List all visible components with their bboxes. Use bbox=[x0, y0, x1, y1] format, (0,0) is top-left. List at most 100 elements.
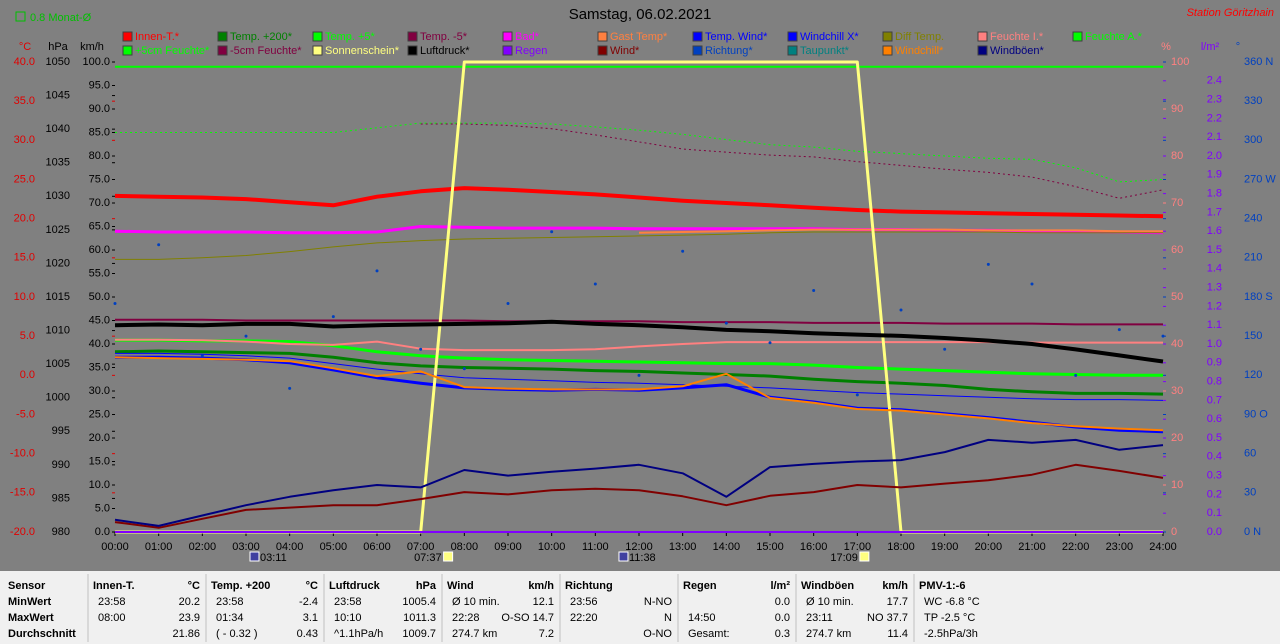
y-tick-label: 0.9 bbox=[1207, 357, 1222, 369]
y-tick-label: 35.0 bbox=[14, 95, 35, 107]
x-tick-label: 09:00 bbox=[494, 541, 522, 553]
x-tick-label: 19:00 bbox=[931, 541, 959, 553]
stats-cell: 0.0 bbox=[775, 596, 790, 608]
stats-cell: WC -6.8 °C bbox=[924, 596, 980, 608]
y-tick-label: 1.3 bbox=[1207, 282, 1222, 294]
legend-swatch bbox=[1072, 31, 1083, 42]
y-tick-label: 65.0 bbox=[89, 220, 110, 232]
legend-label: Regen bbox=[515, 45, 547, 57]
event-label: 11:38 bbox=[629, 552, 656, 564]
legend-swatch bbox=[597, 45, 608, 56]
y-tick-label: 1.6 bbox=[1207, 225, 1222, 237]
y-tick-label: 2.0 bbox=[1207, 150, 1222, 162]
x-tick-label: 23:00 bbox=[1106, 541, 1134, 553]
stats-column-title: Temp. +200 bbox=[211, 580, 270, 592]
stats-cell: 10:10 bbox=[334, 612, 362, 624]
legend-swatch bbox=[692, 31, 703, 42]
y-tick-label: 70 bbox=[1171, 197, 1183, 209]
x-tick-label: 20:00 bbox=[975, 541, 1003, 553]
y-tick-label: 1050 bbox=[46, 56, 70, 68]
legend-label: Gast Temp* bbox=[610, 31, 668, 43]
stats-cell: 3.1 bbox=[303, 612, 318, 624]
stats-background bbox=[0, 571, 1280, 644]
series-line bbox=[638, 228, 1163, 234]
legend-label: Temp. -5* bbox=[420, 31, 468, 43]
stats-cell: 0.3 bbox=[775, 628, 790, 640]
stats-row-label: MinWert bbox=[8, 596, 52, 608]
series-line bbox=[114, 319, 1164, 364]
y-tick-label: 0.0 bbox=[20, 369, 35, 381]
direction-dot bbox=[986, 262, 990, 266]
stats-cell: 7.2 bbox=[539, 628, 554, 640]
legend-label: Windchill* bbox=[895, 45, 944, 57]
y-tick-label: 0 bbox=[1171, 526, 1177, 538]
y-tick-label: 10 bbox=[1171, 479, 1183, 491]
y-tick-label: 55.0 bbox=[89, 267, 110, 279]
y-tick-label: 1010 bbox=[46, 324, 70, 336]
stats-row-label: MaxWert bbox=[8, 612, 54, 624]
x-tick-label: 06:00 bbox=[363, 541, 391, 553]
direction-dot bbox=[1074, 373, 1078, 377]
y-tick-label: 210 bbox=[1244, 252, 1262, 264]
direction-dot bbox=[288, 386, 292, 390]
legend-swatch bbox=[977, 45, 988, 56]
background bbox=[0, 0, 1280, 571]
stats-cell: TP -2.5 °C bbox=[924, 612, 975, 624]
y-tick-label: 120 bbox=[1244, 369, 1262, 381]
y-tick-label: 15.0 bbox=[89, 455, 110, 467]
legend-label: Innen-T.* bbox=[135, 31, 180, 43]
legend-label: Wind* bbox=[610, 45, 640, 57]
event-label: 07:37 bbox=[414, 552, 442, 564]
legend-label: Temp. Wind* bbox=[705, 31, 768, 43]
y-tick-label: 10.0 bbox=[89, 479, 110, 491]
event-label: 03:11 bbox=[260, 552, 287, 564]
y-tick-label: 80.0 bbox=[89, 150, 110, 162]
stats-column-unit: hPa bbox=[416, 580, 437, 592]
legend-swatch bbox=[502, 31, 513, 42]
stats-column-unit: °C bbox=[306, 580, 318, 592]
stats-column-unit: l/m² bbox=[770, 580, 790, 592]
stats-column-title: Wind bbox=[447, 580, 474, 592]
x-tick-label: 16:00 bbox=[800, 541, 828, 553]
event-label: 17:09 bbox=[830, 552, 858, 564]
x-tick-label: 07:00 bbox=[407, 541, 435, 553]
y-tick-label: 1020 bbox=[46, 257, 70, 269]
stats-cell: 274.7 km bbox=[806, 628, 851, 640]
x-tick-label: 03:00 bbox=[232, 541, 260, 553]
y-tick-label: 1.4 bbox=[1207, 263, 1222, 275]
legend-swatch bbox=[312, 31, 323, 42]
direction-dot bbox=[331, 315, 335, 319]
x-tick-label: 11:00 bbox=[582, 541, 609, 553]
y-tick-label: 0.0 bbox=[1207, 526, 1222, 538]
direction-dot bbox=[244, 334, 248, 338]
direction-dot bbox=[855, 393, 859, 397]
axis-unit: hPa bbox=[48, 41, 68, 53]
y-tick-label: 100 bbox=[1171, 56, 1189, 68]
y-tick-label: 90 bbox=[1171, 103, 1183, 115]
stats-cell: 01:34 bbox=[216, 612, 244, 624]
direction-dot bbox=[506, 302, 510, 306]
x-tick-label: 18:00 bbox=[887, 541, 915, 553]
stats-column-title: Regen bbox=[683, 580, 717, 592]
direction-dot bbox=[157, 243, 161, 247]
stats-cell: ^1.1hPa/h bbox=[334, 628, 383, 640]
event-icon bbox=[859, 551, 870, 562]
stats-cell: Ø 10 min. bbox=[452, 596, 500, 608]
legend-swatch bbox=[217, 45, 228, 56]
direction-dot bbox=[113, 302, 117, 306]
x-tick-label: 08:00 bbox=[451, 541, 479, 553]
y-tick-label: 1.0 bbox=[1207, 338, 1222, 350]
y-tick-label: 5.0 bbox=[20, 330, 35, 342]
y-tick-label: 40.0 bbox=[14, 56, 35, 68]
x-tick-label: 24:00 bbox=[1149, 541, 1177, 553]
stats-cell: 12.1 bbox=[533, 596, 554, 608]
series-line bbox=[115, 231, 1163, 260]
axis-unit: ° bbox=[1236, 41, 1240, 53]
y-tick-label: 30 bbox=[1244, 487, 1256, 499]
y-tick-label: 20.0 bbox=[89, 432, 110, 444]
stats-cell: 23:11 bbox=[806, 612, 833, 624]
y-tick-label: 95.0 bbox=[89, 79, 110, 91]
stats-header: Sensor bbox=[8, 580, 46, 592]
